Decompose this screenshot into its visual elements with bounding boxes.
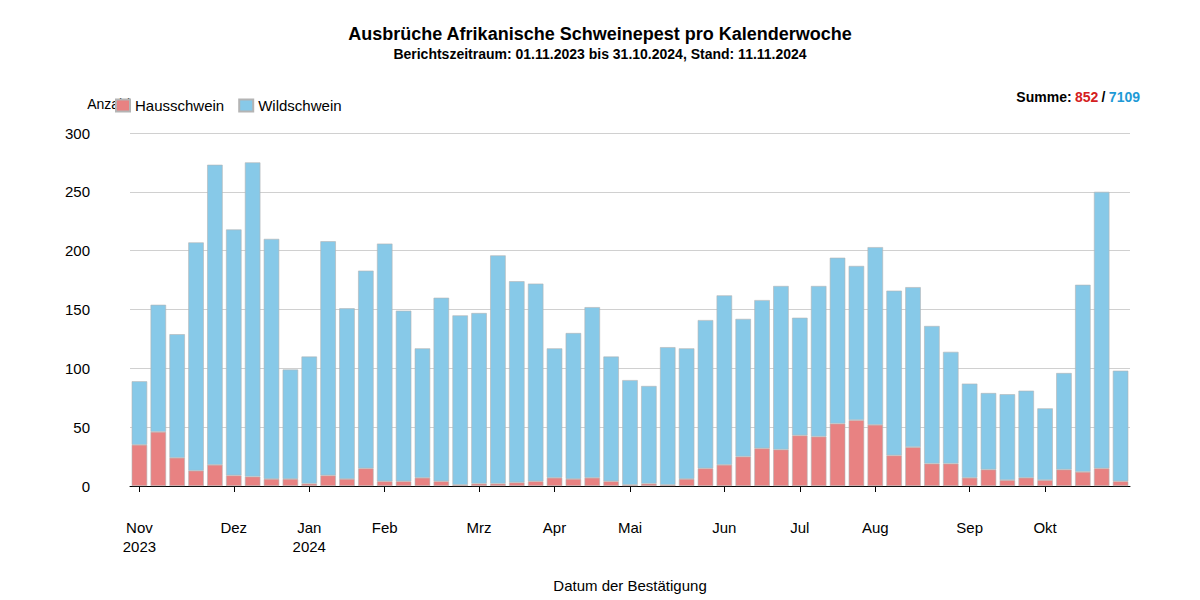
svg-text:Aug: Aug	[862, 519, 889, 536]
svg-text:Datum der Bestätigung: Datum der Bestätigung	[553, 577, 706, 594]
svg-text:100: 100	[65, 360, 90, 377]
svg-text:Sep: Sep	[956, 519, 983, 536]
svg-text:150: 150	[65, 301, 90, 318]
svg-text:250: 250	[65, 183, 90, 200]
svg-text:Berichtszeitraum: 01.11.2023 b: Berichtszeitraum: 01.11.2023 bis 31.10.2…	[393, 46, 806, 62]
svg-text:7109: 7109	[1109, 89, 1140, 105]
svg-text:Summe:: Summe:	[1016, 89, 1071, 105]
svg-text:Feb: Feb	[372, 519, 398, 536]
svg-text:0: 0	[82, 478, 90, 495]
svg-text:300: 300	[65, 125, 90, 142]
svg-text:200: 200	[65, 242, 90, 259]
svg-text:50: 50	[73, 419, 90, 436]
svg-text:Wildschwein: Wildschwein	[258, 97, 341, 114]
svg-text:Ausbrüche Afrikanische Schwein: Ausbrüche Afrikanische Schweinepest pro …	[348, 24, 851, 44]
svg-text:Anzahl: Anzahl	[87, 96, 130, 112]
svg-text:2024: 2024	[293, 538, 326, 555]
svg-text:Mrz: Mrz	[467, 519, 492, 536]
svg-text:2023: 2023	[123, 538, 156, 555]
svg-text:Jul: Jul	[790, 519, 809, 536]
svg-text:852: 852	[1075, 89, 1099, 105]
svg-text:Dez: Dez	[220, 519, 247, 536]
svg-text:Nov: Nov	[126, 519, 153, 536]
svg-text:Jun: Jun	[712, 519, 736, 536]
svg-text:Mai: Mai	[618, 519, 642, 536]
svg-text:Okt: Okt	[1033, 519, 1057, 536]
svg-text:Apr: Apr	[543, 519, 566, 536]
svg-text:Hausschwein: Hausschwein	[135, 97, 224, 114]
svg-text:Jan: Jan	[297, 519, 321, 536]
